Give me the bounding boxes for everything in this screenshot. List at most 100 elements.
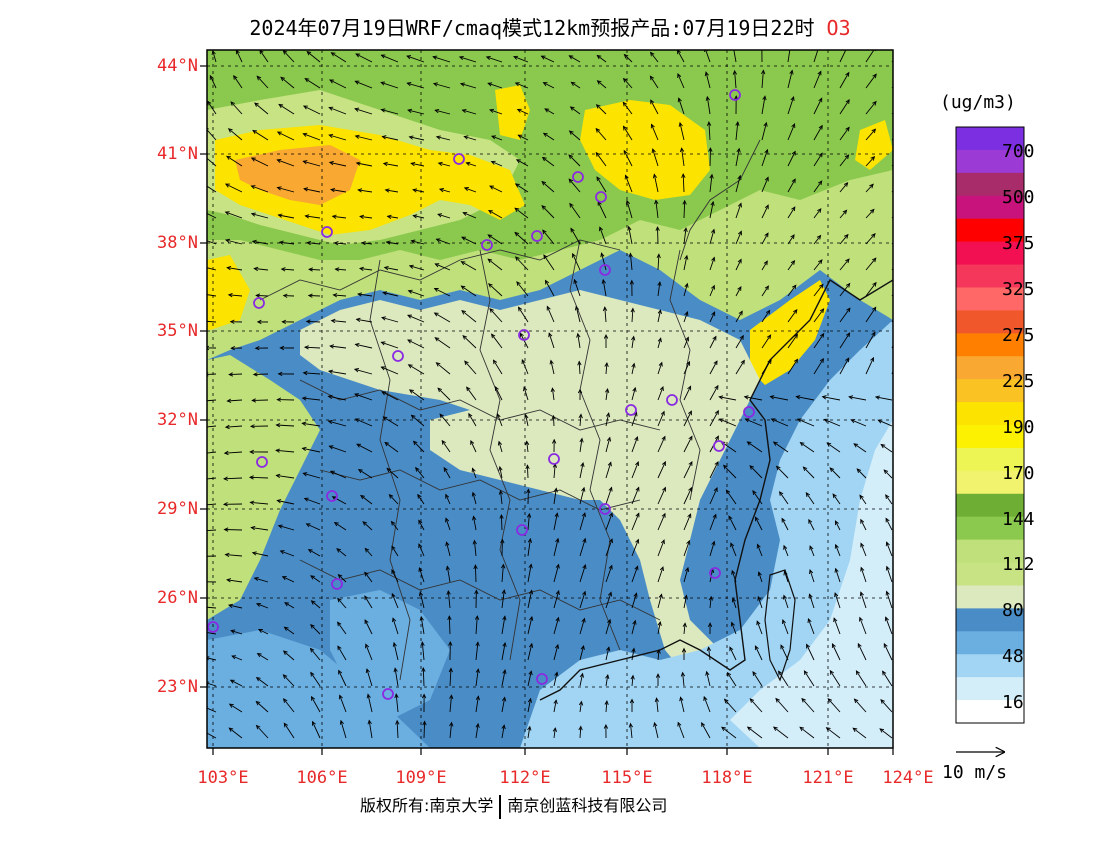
wind-arrow (276, 424, 295, 427)
wind-arrow-head (764, 232, 769, 238)
wind-arrow (761, 96, 766, 115)
wind-arrow-head (605, 412, 611, 418)
wind-arrow (251, 157, 269, 167)
wind-arrow-head (364, 571, 369, 577)
wind-arrow-head (227, 128, 233, 133)
wind-arrow-head (501, 589, 506, 595)
wind-arrow-head (354, 107, 360, 112)
wind-arrow (882, 671, 893, 687)
wind-arrow (800, 442, 815, 453)
wind-arrow (277, 131, 295, 141)
wind-arrow-head (381, 391, 387, 396)
wind-arrow-head (772, 441, 778, 446)
wind-arrow (305, 215, 321, 219)
wind-arrow-head (311, 695, 316, 701)
wind-arrow-head (634, 436, 639, 442)
wind-arrow (381, 54, 399, 63)
wind-arrow (489, 308, 503, 323)
city-marker (743, 406, 755, 418)
wind-arrow (631, 487, 640, 505)
wind-arrow-head (711, 311, 716, 317)
wind-arrow (501, 642, 506, 661)
wind-arrow (332, 496, 347, 505)
wind-arrow-head (382, 416, 388, 421)
wind-arrow (787, 151, 796, 167)
wind-arrow-head (884, 616, 889, 622)
wind-arrow (418, 520, 425, 531)
wind-arrow-head (500, 538, 505, 544)
wind-arrow (735, 203, 742, 219)
wind-arrow-head (622, 101, 628, 107)
wind-arrow (354, 393, 373, 401)
wind-arrow-head (649, 75, 655, 81)
wind-arrow (443, 467, 451, 479)
wind-arrow-head (200, 265, 204, 268)
wind-arrow-head (596, 176, 601, 182)
wind-arrow (306, 320, 321, 323)
wind-arrow (631, 675, 634, 687)
wind-arrow (304, 346, 321, 349)
wind-arrow-head (662, 486, 666, 492)
wind-arrow (571, 81, 581, 89)
wind-arrow-head (680, 671, 686, 677)
wind-arrow (488, 210, 503, 219)
wind-arrow-head (769, 395, 775, 400)
wind-arrow-head (310, 671, 315, 677)
wind-arrow-head (542, 132, 548, 137)
wind-arrow-head (833, 617, 838, 623)
wind-arrow-head (255, 602, 261, 607)
wind-arrow-head (658, 593, 663, 599)
wind-arrow (434, 337, 451, 349)
wind-arrow-head (859, 494, 864, 500)
wind-arrow (778, 671, 789, 687)
wind-arrow (657, 487, 666, 505)
wind-arrow (310, 648, 321, 661)
wind-arrow-head (552, 727, 558, 732)
wind-arrow-head (498, 489, 503, 495)
wind-arrow-head (580, 461, 585, 468)
wind-arrow-head (302, 370, 308, 376)
wind-arrow (252, 399, 269, 401)
wind-arrow-head (312, 720, 316, 726)
wind-arrow-head (711, 540, 716, 546)
wind-arrow (734, 70, 737, 89)
wind-arrow-head (302, 160, 308, 165)
wind-arrow-head (604, 700, 609, 705)
wind-arrow-head (607, 461, 612, 467)
wind-arrow (875, 396, 893, 401)
wind-arrow-head (354, 80, 360, 85)
wind-arrow-head (578, 725, 583, 731)
colorbar-swatch (956, 631, 1024, 655)
wind-arrow-head (710, 200, 715, 206)
wind-arrow (709, 174, 713, 193)
wind-arrow (831, 643, 841, 661)
wind-arrow (330, 470, 347, 479)
wind-arrow (883, 469, 893, 479)
wind-arrow (207, 707, 217, 713)
city-marker (666, 394, 678, 406)
colorbar-label-112: 112 (1002, 554, 1035, 575)
wind-arrow-head (433, 312, 439, 317)
wind-arrow-head (568, 154, 574, 160)
colorbar-swatch (956, 562, 1024, 586)
wind-arrow (464, 360, 477, 375)
wind-arrow (408, 364, 425, 375)
wind-arrow (813, 308, 824, 323)
wind-arrow (657, 566, 664, 583)
wind-arrow-head (779, 491, 784, 496)
wind-arrow-head (253, 576, 259, 582)
wind-arrow (515, 183, 529, 193)
wind-arrow (337, 598, 347, 609)
wind-arrow (631, 539, 639, 557)
wind-arrow-head (472, 515, 477, 521)
wind-arrow (683, 337, 689, 349)
wind-arrow-head (581, 512, 586, 518)
wind-arrow (312, 721, 321, 739)
wind-arrow-head (542, 82, 548, 87)
wind-arrow (880, 699, 893, 713)
wind-arrow (839, 154, 849, 167)
wind-arrow (579, 414, 582, 427)
wind-arrow-head (630, 307, 635, 313)
wind-arrow (361, 242, 373, 245)
wind-arrow-head (595, 104, 601, 109)
